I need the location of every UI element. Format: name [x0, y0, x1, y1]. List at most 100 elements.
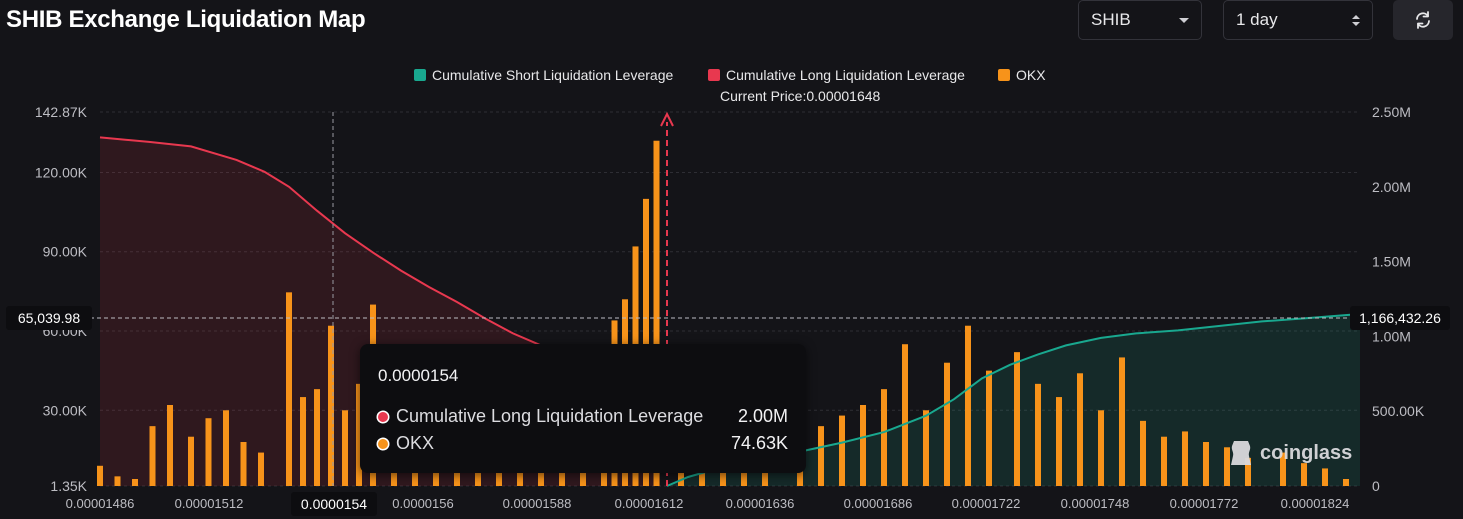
- tooltip-row-name: OKX: [396, 433, 435, 453]
- coinglass-logo-icon: [1231, 441, 1251, 465]
- okx-bar: [1182, 431, 1188, 486]
- okx-bar: [1098, 410, 1104, 486]
- x-axis-tick: 0.00001722: [952, 496, 1021, 511]
- right-axis-tick: 500.00K: [1372, 403, 1425, 419]
- okx-bar: [240, 441, 247, 486]
- left-axis-tick: 90.00K: [43, 244, 88, 260]
- x-axis-tick: 0.00001486: [66, 496, 135, 511]
- left-axis-tick: 120.00K: [35, 164, 88, 180]
- okx-bar: [314, 389, 320, 486]
- okx-bar: [114, 476, 121, 486]
- x-axis-tick: 0.00001686: [844, 496, 913, 511]
- okx-bar: [1280, 452, 1286, 486]
- current-price-label: Current Price:0.00001648: [720, 88, 881, 104]
- okx-bar: [1056, 397, 1062, 486]
- coin-select-value: SHIB: [1091, 10, 1131, 29]
- legend-label: OKX: [1016, 67, 1046, 83]
- tooltip-row-name: Cumulative Long Liquidation Leverage: [396, 406, 704, 426]
- left-axis-tick: 1.35K: [50, 478, 87, 494]
- okx-bar: [188, 436, 194, 486]
- okx-bar: [1322, 468, 1328, 486]
- okx-bar: [1161, 436, 1167, 486]
- okx-bar: [223, 410, 229, 486]
- chart-tooltip: 0.0000154 Cumulative Long Liquidation Le…: [360, 344, 806, 473]
- current-price-arrow-icon: [660, 111, 674, 127]
- okx-bar: [1119, 357, 1125, 486]
- right-axis-tick: 1.50M: [1372, 254, 1411, 270]
- okx-bar: [902, 344, 908, 486]
- legend-label: Cumulative Short Liquidation Leverage: [432, 67, 673, 83]
- chevron-down-icon: [1179, 17, 1189, 23]
- x-axis-tick: 0.00001824: [1281, 496, 1350, 511]
- right-axis-tick: 0: [1372, 478, 1380, 494]
- okx-bar: [97, 465, 103, 486]
- okx-bar: [839, 415, 845, 486]
- time-range-value: 1 day: [1236, 10, 1278, 29]
- okx-bar: [132, 478, 138, 486]
- okx-bar: [475, 463, 481, 486]
- long-dot-icon: [378, 411, 388, 422]
- updown-chevron-icon: [1352, 14, 1360, 26]
- coin-select[interactable]: SHIB: [1078, 0, 1202, 40]
- x-axis-tick: 0.00001612: [615, 496, 684, 511]
- right-axis-tick: 1.00M: [1372, 328, 1411, 344]
- okx-bar: [1203, 441, 1209, 486]
- okx-bar: [356, 383, 362, 486]
- okx-bar: [342, 410, 348, 486]
- legend-label: Cumulative Long Liquidation Leverage: [726, 67, 965, 83]
- okx-bar: [944, 362, 950, 486]
- left-axis-tick: 30.00K: [43, 402, 88, 418]
- x-axis-tick: 0.0000156: [392, 496, 453, 511]
- okx-bar: [300, 397, 306, 486]
- tooltip-row-value: 2.00M: [737, 406, 788, 426]
- okx-bar: [965, 325, 971, 486]
- okx-bar: [860, 405, 866, 486]
- okx-bar: [1140, 420, 1146, 486]
- x-axis-tick: 0.00001636: [726, 496, 795, 511]
- okx-bar: [653, 140, 660, 486]
- page-title: SHIB Exchange Liquidation Map: [6, 6, 366, 33]
- tooltip-title: 0.0000154: [378, 366, 459, 385]
- x-axis-tick: 0.00001748: [1061, 496, 1130, 511]
- right-axis-tick: 2.00M: [1372, 179, 1411, 195]
- refresh-button[interactable]: [1393, 0, 1453, 40]
- crosshair-right-value: 1,166,432.26: [1359, 310, 1441, 326]
- okx-bar: [149, 426, 156, 486]
- time-range-select[interactable]: 1 day: [1223, 0, 1373, 40]
- okx-bar: [1245, 457, 1251, 486]
- right-axis-tick: 2.50M: [1372, 104, 1411, 120]
- okx-bar: [643, 198, 649, 486]
- okx-bar: [1014, 352, 1020, 486]
- legend-swatch: [414, 69, 426, 81]
- okx-bar: [286, 292, 292, 486]
- okx-bar: [496, 465, 502, 486]
- okx-bar: [328, 325, 334, 486]
- okx-bar: [167, 405, 173, 486]
- okx-bar: [1077, 373, 1083, 486]
- x-axis-tick: 0.00001588: [503, 496, 572, 511]
- legend-swatch: [708, 69, 720, 81]
- crosshair-left-value: 65,039.98: [18, 310, 80, 326]
- okx-bar: [1343, 478, 1349, 486]
- crosshair-x-label-bg: [291, 492, 377, 516]
- okx-bar: [923, 410, 929, 486]
- refresh-icon: [1416, 11, 1430, 29]
- okx-bar: [1224, 447, 1230, 486]
- x-axis-tick: 0.00001512: [175, 496, 244, 511]
- okx-dot-icon: [378, 438, 388, 449]
- okx-bar: [205, 418, 212, 486]
- okx-bar: [1301, 463, 1307, 486]
- okx-bar: [881, 389, 887, 486]
- okx-bar: [1035, 383, 1041, 486]
- crosshair-left-label-bg: [6, 306, 92, 330]
- crosshair-right-label-bg: [1350, 306, 1450, 330]
- tooltip-row-long: Cumulative Long Liquidation Leverage 2.0…: [378, 406, 788, 427]
- crosshair-x-value: 0.0000154: [301, 496, 367, 512]
- x-axis-tick: 0.00001772: [1170, 496, 1239, 511]
- tooltip-row-okx: OKX 74.63K: [378, 433, 788, 454]
- left-axis-tick: 142.87K: [35, 104, 88, 120]
- watermark-text: coinglass: [1260, 441, 1353, 464]
- okx-bar: [818, 426, 824, 486]
- legend-swatch: [998, 69, 1010, 81]
